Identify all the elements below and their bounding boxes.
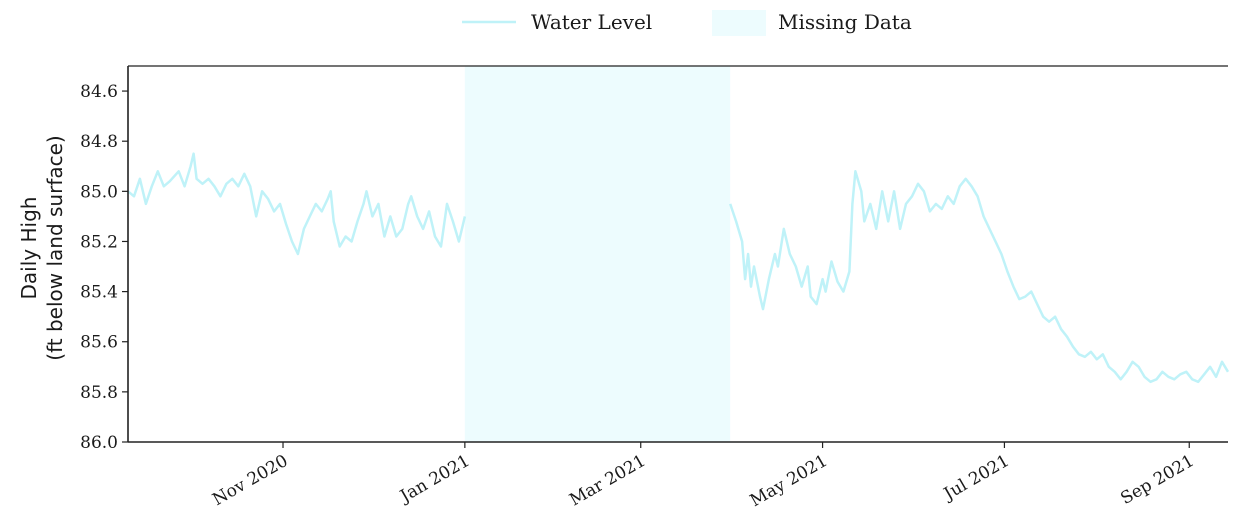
legend-missing-data-label: Missing Data bbox=[778, 10, 912, 34]
y-tick-label: 85.0 bbox=[80, 182, 118, 202]
y-tick-label: 85.8 bbox=[80, 383, 118, 403]
water-level-line-segment-0 bbox=[127, 152, 467, 256]
y-tick-label: 84.6 bbox=[80, 82, 118, 102]
water-level-line-segment-1 bbox=[729, 170, 1230, 384]
missing-data-band-0 bbox=[464, 66, 731, 442]
legend-water-level-label: Water Level bbox=[531, 10, 652, 34]
x-tick-label: Sep 2021 bbox=[1117, 451, 1197, 509]
x-tick-label: Nov 2020 bbox=[209, 451, 291, 510]
x-tick-label: Jul 2021 bbox=[939, 451, 1013, 505]
x-tick-label: Mar 2021 bbox=[566, 451, 649, 510]
y-tick-label: 85.4 bbox=[80, 283, 118, 303]
plot-frame bbox=[127, 65, 1228, 443]
y-tick-label: 84.8 bbox=[80, 132, 118, 152]
x-tick-label: Jan 2021 bbox=[395, 451, 473, 508]
y-axis-title-line2: (ft below land surface) bbox=[43, 135, 67, 360]
x-tick-label: May 2021 bbox=[747, 451, 831, 511]
y-axis-title-line1: Daily High bbox=[17, 197, 41, 300]
water-level-series bbox=[127, 152, 1230, 384]
legend: Water Level Missing Data bbox=[462, 10, 912, 36]
y-tick-label: 85.6 bbox=[80, 333, 118, 353]
legend-missing-data-swatch bbox=[712, 10, 766, 36]
x-axis-ticks: Nov 2020 Jan 2021 Mar 2021 May 2021 Jul 2021… bbox=[209, 442, 1198, 511]
missing-data-bands bbox=[464, 66, 731, 442]
y-tick-label: 86.0 bbox=[80, 433, 118, 453]
y-tick-label: 85.2 bbox=[80, 232, 118, 252]
y-axis-ticks: 84.6 84.8 85.0 85.2 85.4 85.6 85.8 86.0 bbox=[80, 82, 128, 453]
